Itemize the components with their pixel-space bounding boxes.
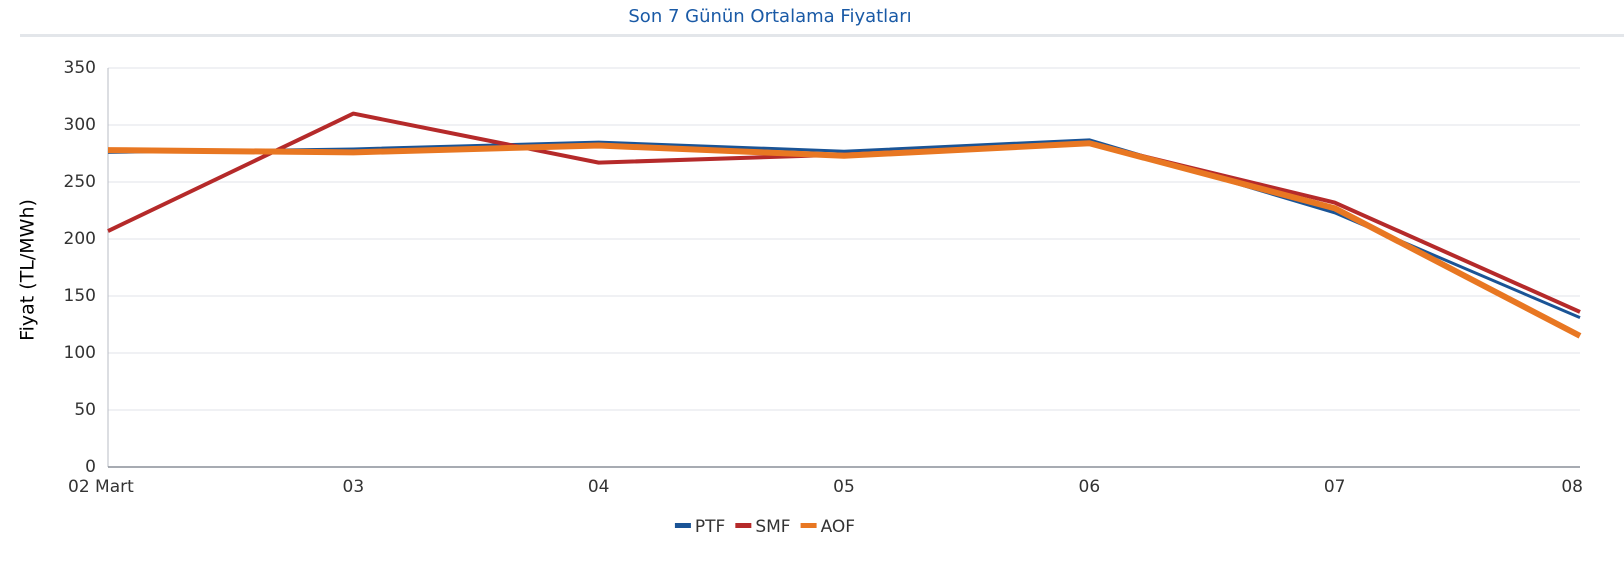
series-line [107, 111, 1581, 314]
separator [20, 34, 1624, 37]
y-tick-label: 0 [85, 457, 96, 477]
y-axis-label: Fiyat (TL/MWh) [17, 199, 39, 341]
legend-label: PTF [695, 517, 725, 537]
chart-title: Son 7 Günün Ortalama Fiyatları [628, 6, 911, 27]
y-tick-label: 350 [64, 58, 96, 78]
legend-label: AOF [821, 517, 856, 537]
series-line [107, 138, 1581, 320]
x-tick-label: 08 [1561, 477, 1583, 497]
x-tick-label: 06 [1079, 477, 1101, 497]
legend-label: SMF [755, 517, 790, 537]
x-tick-label: 05 [833, 477, 855, 497]
x-tick-label: 02 Mart [68, 477, 134, 497]
y-tick-label: 200 [64, 229, 96, 249]
y-tick-label: 50 [74, 400, 96, 420]
y-tick-label: 250 [64, 172, 96, 192]
x-tick-label: 04 [588, 477, 610, 497]
y-tick-label: 150 [64, 286, 96, 306]
series-line [107, 140, 1582, 339]
y-tick-label: 100 [64, 343, 96, 363]
legend-swatch [674, 523, 691, 528]
x-tick-label: 03 [343, 477, 365, 497]
legend-swatch [735, 523, 752, 528]
y-tick-label: 300 [64, 115, 96, 135]
x-tick-label: 07 [1324, 477, 1346, 497]
legend-swatch [800, 523, 817, 528]
